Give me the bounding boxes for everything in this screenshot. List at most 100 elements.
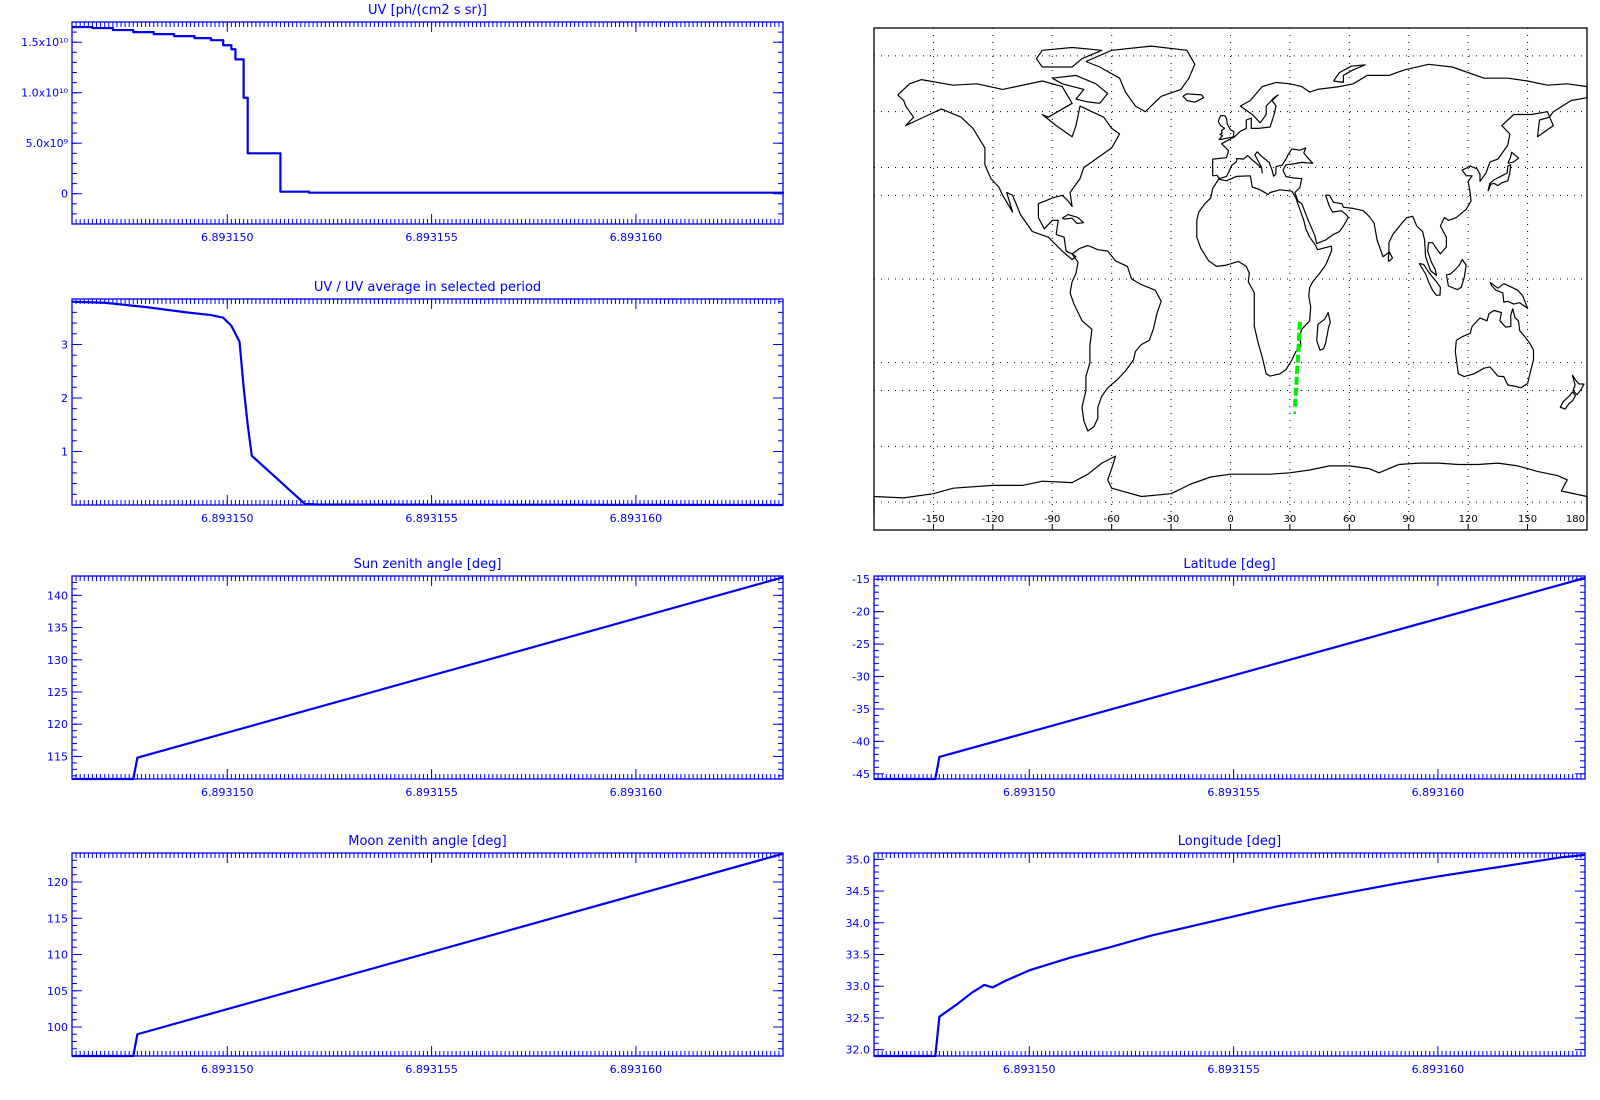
y-tick-label: 125 — [47, 686, 68, 699]
y-tick-label: 33.0 — [846, 980, 871, 993]
coastline-madagascar — [1316, 311, 1331, 351]
y-tick-label: 115 — [47, 912, 68, 925]
chart-sun-zenith: Sun zenith angle [deg] 6.893150 6.893155 6.… — [47, 557, 784, 799]
lon-tick-label: 30 — [1284, 514, 1297, 525]
coastline-cuba — [1061, 214, 1085, 225]
coastline-new-zealand — [1571, 374, 1585, 396]
lon-tick-label: 0 — [1227, 514, 1233, 525]
coastline-greenland — [1085, 45, 1196, 113]
y-tick-label: 130 — [47, 654, 68, 667]
y-tick-label: -15 — [852, 573, 870, 586]
y-tick-label: 110 — [47, 949, 68, 962]
y-tick-label: -40 — [852, 735, 870, 748]
y-tick-label: 100 — [47, 1021, 68, 1034]
coastline-south-america — [1069, 244, 1162, 432]
lon-tick-label: -30 — [1163, 514, 1179, 525]
series-line — [874, 576, 1586, 781]
coastline-great-britain — [1217, 114, 1235, 141]
coastline-hokkaido — [1507, 151, 1520, 164]
x-tick-label: 6.893150 — [201, 1063, 254, 1076]
chart-latitude: Latitude [deg] 6.893150 6.893155 6.893160 -4… — [852, 557, 1586, 799]
y-tick-label: 105 — [47, 985, 68, 998]
lon-tick-label: -150 — [922, 514, 945, 525]
coastline-africa — [1196, 175, 1333, 377]
x-tick-label: 6.893160 — [610, 1063, 663, 1076]
x-tick-label: 6.893155 — [405, 231, 458, 244]
x-tick-label: 6.893155 — [405, 786, 458, 799]
x-tick-label: 6.893160 — [610, 231, 663, 244]
x-tick-label: 6.893160 — [610, 786, 663, 799]
y-tick-label: 34.5 — [846, 885, 871, 898]
chart-uv: UV [ph/(cm2 s sr)] 6.893150 6.893155 6.8931… — [21, 3, 785, 244]
y-tick-label: 115 — [47, 750, 68, 763]
y-tick-label: 32.0 — [846, 1044, 871, 1057]
lon-tick-label: 60 — [1343, 514, 1356, 525]
lon-tick-label: 90 — [1402, 514, 1415, 525]
x-tick-label: 6.893150 — [1003, 1063, 1056, 1076]
x-tick-label: 6.893160 — [1412, 786, 1465, 799]
y-tick-label: -25 — [852, 638, 870, 651]
coastline-antarctica — [873, 455, 1588, 514]
chart-title: Latitude [deg] — [1183, 557, 1275, 572]
coastline-australia — [1454, 308, 1535, 389]
coastline-new-zealand-south — [1559, 391, 1577, 410]
x-tick-label: 6.893150 — [1003, 786, 1056, 799]
lon-tick-label: 150 — [1518, 514, 1537, 525]
y-tick-label: 3 — [61, 338, 68, 351]
chart-moon-zenith: Moon zenith angle [deg] 6.893150 6.893155 6… — [47, 834, 784, 1076]
x-tick-label: 6.893150 — [201, 231, 254, 244]
y-tick-label: -20 — [852, 606, 870, 619]
lon-tick-label: -120 — [981, 514, 1004, 525]
y-tick-label: 5.0x10⁹ — [26, 137, 68, 150]
y-tick-label: 34.0 — [846, 917, 871, 930]
y-tick-label: -45 — [852, 768, 870, 781]
coastline-borneo — [1445, 258, 1467, 291]
lon-tick-label: 180 — [1566, 514, 1585, 525]
coastline-japan — [1487, 164, 1512, 192]
ground-track — [1292, 320, 1302, 407]
series-line — [72, 25, 785, 194]
x-tick-label: 6.893155 — [405, 512, 458, 525]
lon-tick-label: -90 — [1044, 514, 1060, 525]
lon-tick-label: -60 — [1103, 514, 1119, 525]
y-tick-label: 140 — [47, 589, 68, 602]
y-tick-label: 0 — [61, 188, 68, 201]
x-tick-label: 6.893160 — [1412, 1063, 1465, 1076]
ground-track-map: -150 -120 -90 -60 -30 0 30 60 90 120 150 180 — [873, 27, 1588, 531]
y-tick-label: 2 — [61, 392, 68, 405]
series-line — [71, 300, 784, 507]
x-tick-label: 6.893155 — [405, 1063, 458, 1076]
y-tick-label: 1.5x10¹⁰ — [21, 36, 68, 49]
x-tick-label: 6.893155 — [1207, 1063, 1260, 1076]
coastline-iceland — [1182, 93, 1205, 103]
y-tick-label: 33.5 — [846, 949, 871, 962]
y-tick-label: -35 — [852, 703, 870, 716]
plot-frame — [873, 852, 1586, 1057]
series-line — [72, 852, 784, 1058]
coastline-sri-lanka — [1387, 251, 1394, 263]
coastline-novaya-zemlya — [1333, 64, 1366, 84]
x-tick-label: 6.893150 — [201, 786, 254, 799]
chart-uv-ratio: UV / UV average in selected period 6.8931… — [61, 280, 784, 525]
coastline-sumatra — [1418, 262, 1442, 296]
x-tick-label: 6.893160 — [610, 512, 663, 525]
chart-title: UV / UV average in selected period — [314, 280, 541, 295]
chart-title: UV [ph/(cm2 s sr)] — [368, 3, 487, 18]
map-frame — [873, 27, 1588, 531]
coastline-new-guinea — [1489, 281, 1529, 309]
chart-longitude: Longitude [deg] 6.893150 6.893155 6.893160 3… — [846, 834, 1586, 1076]
chart-title: Sun zenith angle [deg] — [354, 557, 502, 572]
y-tick-label: 1.0x10¹⁰ — [21, 87, 68, 100]
y-tick-label: 1 — [61, 445, 68, 458]
coastline-eurasia — [1212, 63, 1588, 276]
series-line — [72, 576, 784, 781]
series-line — [874, 853, 1586, 1058]
x-tick-label: 6.893155 — [1207, 786, 1260, 799]
chart-title: Longitude [deg] — [1178, 834, 1281, 849]
x-tick-label: 6.893150 — [201, 512, 254, 525]
y-tick-label: -30 — [852, 671, 870, 684]
coastline-baffin — [1052, 74, 1109, 104]
y-tick-label: 135 — [47, 622, 68, 635]
coastline-north-america — [897, 78, 1121, 261]
plot-frame — [71, 298, 784, 506]
